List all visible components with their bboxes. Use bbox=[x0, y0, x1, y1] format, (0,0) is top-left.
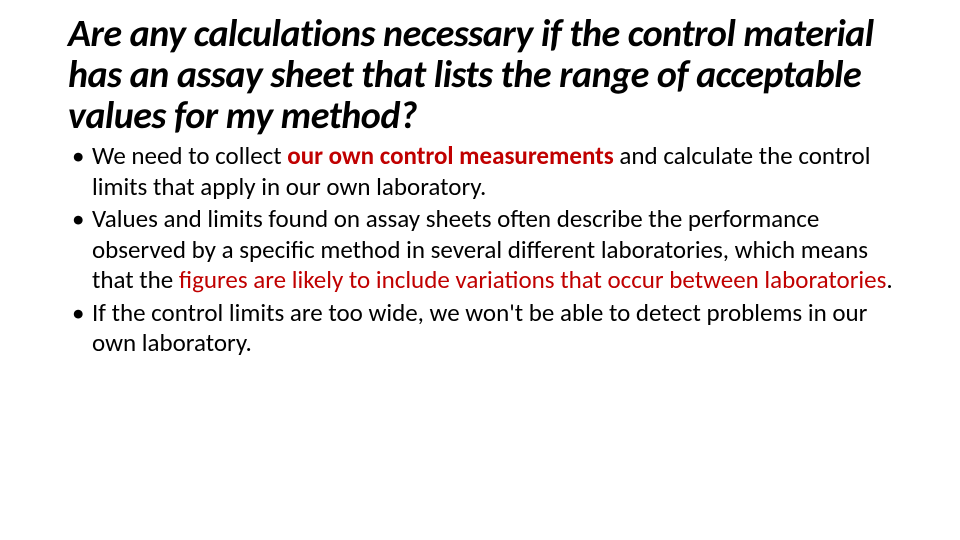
bullet-emphasis: figures are likely to include variations… bbox=[179, 264, 887, 295]
slide: Are any calculations necessary if the co… bbox=[0, 0, 960, 540]
slide-body: We need to collect our own control measu… bbox=[68, 141, 900, 359]
list-item: If the control limits are too wide, we w… bbox=[68, 298, 900, 359]
bullet-emphasis: our own control measurements bbox=[287, 140, 614, 171]
list-item: Values and limits found on assay sheets … bbox=[68, 204, 900, 296]
bullet-text-pre: If the control limits are too wide, we w… bbox=[92, 297, 867, 359]
bullet-text-pre: We need to collect bbox=[92, 140, 287, 171]
list-item: We need to collect our own control measu… bbox=[68, 141, 900, 202]
slide-title: Are any calculations necessary if the co… bbox=[68, 14, 900, 137]
bullet-text-post: . bbox=[886, 264, 892, 295]
bullet-list: We need to collect our own control measu… bbox=[68, 141, 900, 359]
